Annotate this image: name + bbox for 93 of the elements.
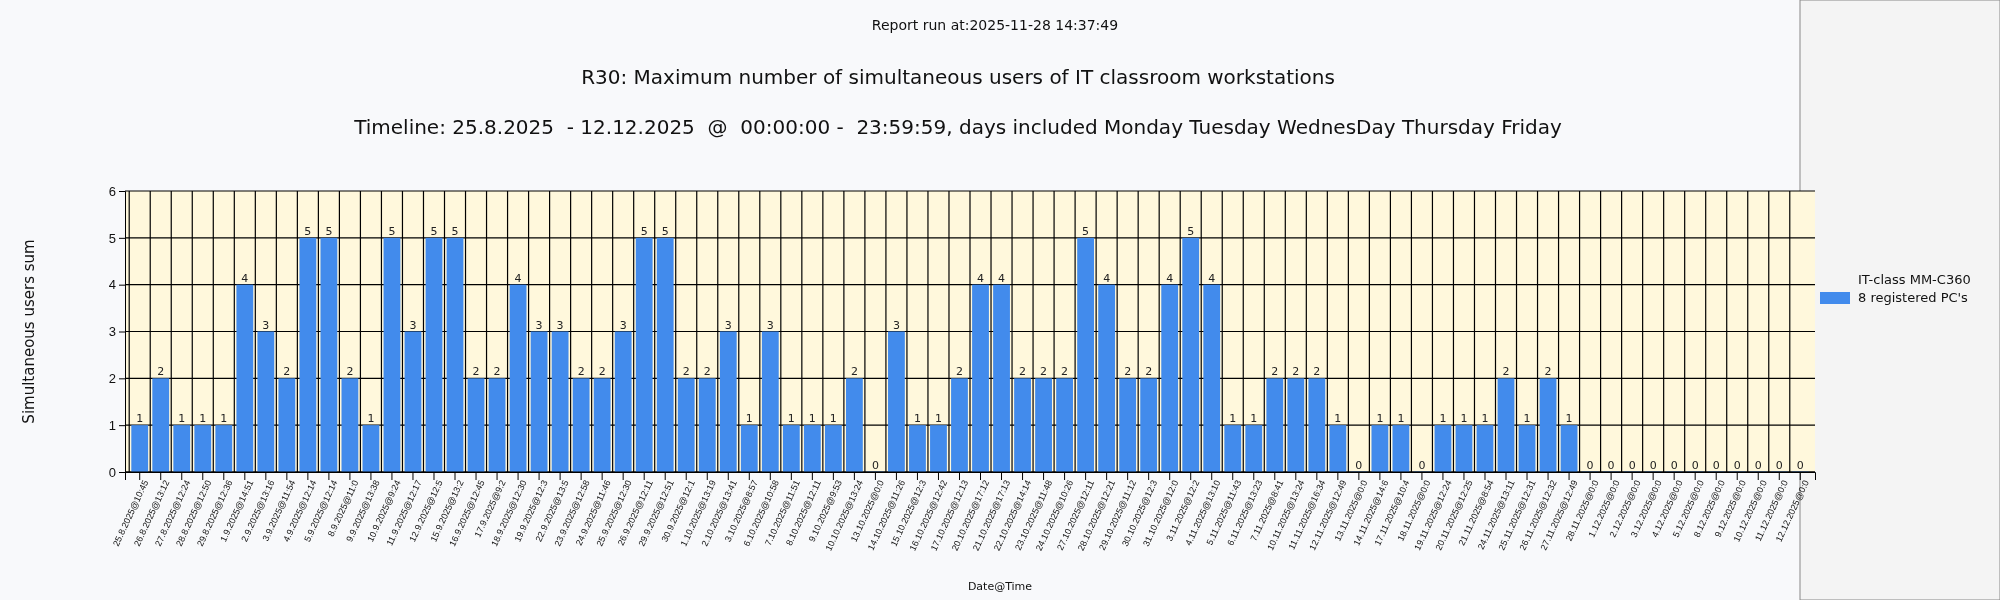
data-label: 4 (1166, 271, 1174, 285)
data-label: 5 (1082, 224, 1090, 238)
data-label: 2 (682, 365, 690, 379)
data-label: 2 (1040, 365, 1048, 379)
data-label: 0 (1775, 459, 1783, 472)
data-label: 0 (1418, 459, 1426, 472)
data-label: 1 (136, 412, 144, 426)
data-label: 2 (1502, 365, 1510, 379)
data-label: 0 (1691, 459, 1699, 472)
data-label: 2 (1292, 365, 1300, 379)
data-label: 1 (1481, 412, 1489, 426)
data-label: 1 (934, 412, 942, 426)
data-label: 2 (1271, 365, 1279, 379)
data-label: 0 (1628, 459, 1636, 472)
y-tick-label: 1 (108, 417, 116, 433)
data-label: 1 (1229, 412, 1237, 426)
data-label: 5 (388, 224, 396, 238)
data-label: 2 (598, 365, 606, 379)
data-label: 1 (1523, 412, 1531, 426)
data-label: 1 (1334, 412, 1342, 426)
data-label: 3 (892, 318, 900, 332)
data-label: 1 (1439, 412, 1447, 426)
data-label: 0 (871, 459, 879, 472)
data-label: 1 (1376, 412, 1384, 426)
data-label: 3 (619, 318, 627, 332)
data-label: 2 (955, 365, 963, 379)
data-label: 1 (1460, 412, 1468, 426)
data-label: 4 (998, 271, 1006, 285)
data-label: 4 (977, 271, 985, 285)
data-label: 0 (1607, 459, 1615, 472)
y-tick-label: 0 (108, 464, 116, 480)
data-label: 5 (661, 224, 669, 238)
x-axis-title: Date@Time (967, 580, 1033, 593)
data-label: 1 (1565, 412, 1573, 426)
data-label: 3 (724, 318, 732, 332)
chart-title: R30: Maximum number of simultaneous users of IT classroom workstations (581, 65, 1335, 89)
data-label: 2 (1544, 365, 1552, 379)
data-label: 1 (1397, 412, 1405, 426)
data-label: 1 (829, 412, 837, 426)
data-label: 2 (703, 365, 711, 379)
data-label: 2 (1061, 365, 1069, 379)
data-label: 5 (325, 224, 333, 238)
data-label: 3 (535, 318, 543, 332)
data-label: 0 (1355, 459, 1363, 472)
data-label: 2 (577, 365, 585, 379)
data-label: 0 (1586, 459, 1594, 472)
data-label: 2 (493, 365, 501, 379)
data-label: 1 (178, 412, 186, 426)
data-label: 2 (283, 365, 291, 379)
data-label: 1 (913, 412, 921, 426)
y-axis-title: Simultaneous users sum (20, 239, 38, 424)
data-label: 5 (451, 224, 459, 238)
data-label: 5 (430, 224, 438, 238)
data-label: 3 (556, 318, 564, 332)
data-label: 0 (1712, 459, 1720, 472)
data-label: 3 (409, 318, 417, 332)
data-label: 1 (367, 412, 375, 426)
data-label: 4 (1208, 271, 1216, 285)
y-tick-label: 5 (108, 230, 116, 246)
y-tick-label: 3 (108, 324, 116, 340)
data-label: 2 (1019, 365, 1027, 379)
data-label: 3 (766, 318, 774, 332)
text: IT-class MM-C360 8 registered PC's (1858, 272, 1975, 305)
data-label: 3 (262, 318, 270, 332)
data-label: 1 (787, 412, 795, 426)
data-label: 2 (1313, 365, 1321, 379)
data-label: 0 (1670, 459, 1678, 472)
data-label: 2 (1124, 365, 1132, 379)
data-label: 2 (850, 365, 858, 379)
data-label: 1 (1250, 412, 1258, 426)
y-tick-label: 2 (108, 370, 116, 386)
data-label: 2 (346, 365, 354, 379)
data-label: 0 (1754, 459, 1762, 472)
chart-subtitle: Timeline: 25.8.2025 - 12.12.2025 @ 00:00:00 - 23:59:59, days included Monday Tuesday WednesDay Thursday Friday (353, 115, 1563, 139)
data-label: 4 (1103, 271, 1111, 285)
text: Report run at:2025-11-28 14:37:49 (871, 17, 1119, 33)
y-tick-label: 6 (108, 183, 116, 199)
data-label: 2 (157, 365, 165, 379)
data-label: 0 (1796, 459, 1804, 472)
data-label: 1 (220, 412, 228, 426)
data-label: 5 (640, 224, 648, 238)
data-label: 5 (1187, 224, 1195, 238)
data-label: 0 (1733, 459, 1741, 472)
data-label: 4 (514, 271, 522, 285)
data-label: 2 (472, 365, 480, 379)
data-label: 4 (241, 271, 249, 285)
data-label: 1 (808, 412, 816, 426)
data-label: 1 (745, 412, 753, 426)
data-label: 2 (1145, 365, 1153, 379)
y-tick-label: 4 (108, 277, 116, 293)
data-label: 0 (1649, 459, 1657, 472)
data-label: 1 (199, 412, 207, 426)
data-label: 5 (304, 224, 312, 238)
